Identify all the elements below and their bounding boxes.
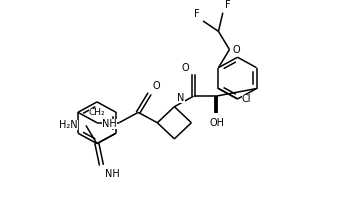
Text: Cl: Cl <box>242 94 251 104</box>
Text: H₂N: H₂N <box>59 120 78 130</box>
Text: NH: NH <box>102 119 117 129</box>
Text: F: F <box>194 9 200 19</box>
Text: F: F <box>225 0 230 10</box>
Text: O: O <box>233 46 240 55</box>
Text: NH: NH <box>105 169 120 179</box>
Text: O: O <box>152 81 160 91</box>
Text: O: O <box>182 64 190 74</box>
Text: N: N <box>177 93 185 103</box>
Text: CH₂: CH₂ <box>89 108 106 117</box>
Text: OH: OH <box>209 118 224 128</box>
